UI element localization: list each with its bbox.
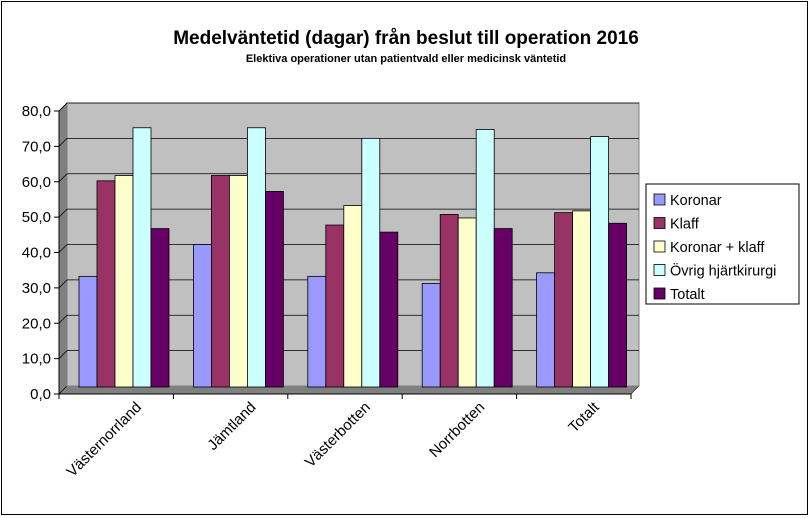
gridline-depth <box>58 314 68 324</box>
bar-klaff-3 <box>439 214 459 388</box>
legend-label: Koronar <box>670 193 722 209</box>
bar-totalt-2 <box>379 231 399 388</box>
legend-swatch <box>653 240 666 253</box>
legend-label: Klaff <box>670 217 700 233</box>
legend-box <box>645 183 800 305</box>
x-tick-label: Västernorrland <box>63 399 145 481</box>
bar-koronar-klaff-3 <box>457 217 477 388</box>
bar-koronar-3 <box>421 283 441 388</box>
bar-klaff-2 <box>325 224 345 388</box>
legend-label: Övrig hjärtkirurgi <box>670 262 776 280</box>
x-tick-label: Totalt <box>565 398 603 436</box>
bar-övrig-hjärtkirurgi-4 <box>590 136 609 388</box>
bar-övrig-hjärtkirurgi-1 <box>246 127 266 388</box>
y-tick-label: 60,0 <box>22 174 51 191</box>
y-tick-label: 80,0 <box>22 103 51 120</box>
legend-label: Koronar + klaff <box>670 240 765 256</box>
bar-övrig-hjärtkirurgi-3 <box>475 129 495 388</box>
legend-swatch <box>653 217 666 229</box>
plot-area: 0,0 10,0 20,0 30,0 40,0 50,0 60,0 70,0 80,0 Väste… <box>22 102 640 481</box>
x-tick-label: Jämtland <box>204 399 259 454</box>
bar-koronar-klaff-1 <box>228 175 248 388</box>
legend-swatch <box>653 264 666 276</box>
chart-subtitle: Elektiva operationer utan patientvald el… <box>246 53 566 65</box>
y-tick-label: 0,0 <box>30 386 51 403</box>
bar-totalt-0 <box>150 228 170 388</box>
bar-koronar-2 <box>307 275 327 388</box>
bar-koronar-klaff-0 <box>114 175 134 388</box>
gridline-depth <box>58 279 68 289</box>
gridline-depth <box>58 138 68 147</box>
bar-övrig-hjärtkirurgi-2 <box>361 137 381 388</box>
bar-koronar-4 <box>536 272 555 388</box>
bar-klaff-0 <box>96 180 116 388</box>
bar-totalt-3 <box>493 228 513 388</box>
y-tick-label: 70,0 <box>22 138 51 155</box>
y-tick-label: 50,0 <box>22 209 51 226</box>
x-tick-label: Västerbotten <box>302 399 374 471</box>
bar-koronar-1 <box>192 244 212 388</box>
y-tick-label: 10,0 <box>22 351 51 368</box>
y-tick-label: 30,0 <box>22 280 51 297</box>
x-tick-label: Norrbotten <box>426 399 488 461</box>
bar-koronar-0 <box>78 275 98 388</box>
gridline-depth <box>58 208 68 218</box>
legend-label: Totalt <box>670 287 705 303</box>
legend-swatch <box>653 193 666 206</box>
bar-totalt-4 <box>608 222 627 388</box>
bar-klaff-1 <box>210 175 230 388</box>
bar-övrig-hjärtkirurgi-0 <box>132 127 152 388</box>
bar-totalt-1 <box>264 191 284 388</box>
bar-klaff-4 <box>554 212 573 388</box>
legend-swatch <box>653 287 666 300</box>
gridline-depth <box>58 173 68 183</box>
gridline-depth <box>58 244 68 253</box>
y-tick-label: 20,0 <box>22 315 51 332</box>
y-tick-label: 40,0 <box>22 245 51 262</box>
gridline-depth <box>58 350 68 359</box>
legend: Koronar Klaff Koronar + klaff Övrig hjärtki… <box>645 183 800 305</box>
bar-koronar-klaff-4 <box>572 210 591 388</box>
chart-title: Medelväntetid (dagar) från beslut till o… <box>173 28 639 49</box>
gridline-depth <box>58 102 68 112</box>
bar-koronar-klaff-2 <box>343 205 363 388</box>
